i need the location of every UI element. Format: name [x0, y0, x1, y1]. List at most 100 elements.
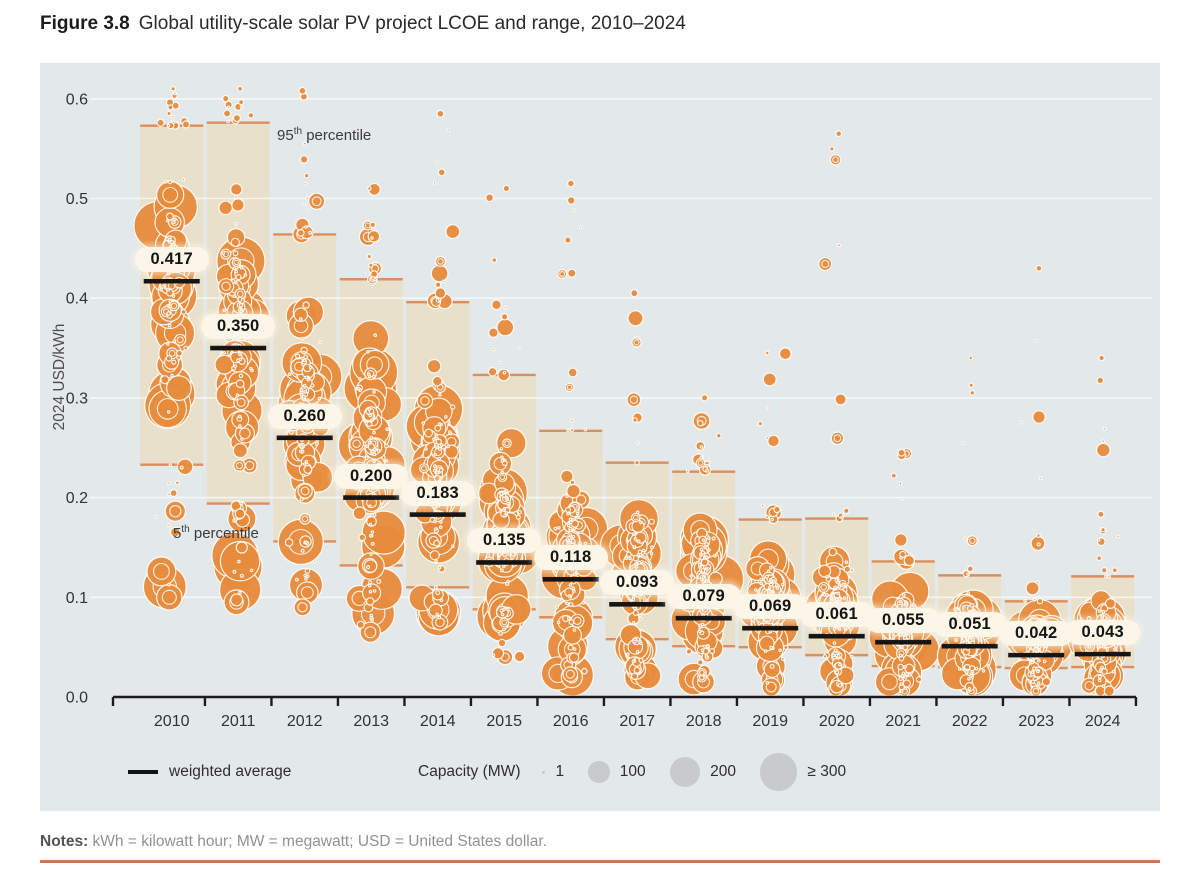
project-bubble [299, 155, 309, 164]
project-bubble [968, 610, 973, 615]
project-bubble [900, 496, 904, 501]
project-bubble [970, 629, 975, 634]
project-bubble [1100, 665, 1104, 670]
project-bubble [1096, 555, 1103, 562]
project-bubble [1097, 678, 1102, 683]
project-bubble [1101, 644, 1106, 649]
project-bubble [961, 441, 965, 446]
project-bubble [638, 657, 644, 664]
project-bubble-ring [239, 427, 251, 440]
project-bubble [569, 479, 576, 486]
project-bubble [166, 409, 171, 414]
project-bubble [443, 415, 448, 419]
project-bubble-ring [176, 336, 184, 344]
project-bubble [167, 237, 172, 242]
project-bubble [699, 445, 704, 449]
project-bubble-ring [235, 461, 244, 470]
project-bubble [369, 221, 376, 229]
project-bubble [308, 192, 326, 210]
project-bubble [154, 514, 159, 519]
project-bubble [304, 568, 311, 574]
project-bubble [818, 564, 832, 578]
project-bubble [641, 548, 646, 553]
project-bubble [1036, 686, 1041, 690]
project-bubble [217, 278, 235, 295]
bubble-swarm-2011 [211, 85, 270, 616]
figure-caption: Global utility-scale solar PV project LC… [138, 13, 686, 34]
project-bubble [1048, 634, 1053, 639]
project-bubble [832, 641, 837, 645]
project-bubble [436, 109, 445, 118]
project-bubble [897, 625, 902, 630]
project-bubble [433, 539, 441, 547]
project-bubble [632, 609, 639, 617]
project-bubble [1036, 580, 1040, 585]
project-bubble-ring [236, 290, 244, 298]
project-bubble [773, 505, 781, 514]
project-bubble [308, 365, 313, 370]
project-bubble [432, 181, 437, 185]
project-bubble [626, 392, 642, 408]
project-bubble [167, 251, 172, 256]
legend-weighted-average: weighted average [128, 763, 291, 781]
project-bubble [236, 335, 241, 340]
project-bubble [689, 574, 693, 578]
project-bubble [366, 253, 372, 260]
project-bubble [836, 243, 841, 248]
project-bubble [558, 553, 563, 558]
capacity-circle-icon [669, 756, 701, 788]
project-bubble [434, 527, 438, 531]
project-bubble [293, 307, 309, 322]
project-bubble [639, 573, 644, 577]
project-bubble [1101, 439, 1105, 444]
project-bubble [1097, 609, 1102, 613]
project-bubble [769, 602, 774, 607]
x-tick-label-2013: 2013 [353, 713, 389, 730]
project-bubble [565, 537, 570, 541]
project-bubble [848, 600, 852, 605]
project-bubble [621, 580, 626, 585]
project-bubble [834, 670, 840, 675]
project-bubble [302, 383, 307, 388]
project-bubble [298, 86, 307, 95]
project-bubble [435, 436, 439, 441]
project-bubble [232, 250, 239, 257]
project-bubble [702, 586, 707, 591]
project-bubble [1104, 631, 1109, 636]
project-bubble [239, 501, 244, 506]
project-bubble [318, 340, 323, 345]
project-bubble [705, 463, 709, 468]
project-bubble [832, 596, 836, 600]
project-bubble [302, 358, 307, 363]
y-axis-title: 2024 USD/kWh [51, 324, 68, 431]
project-bubble [358, 533, 367, 542]
project-bubble [967, 631, 972, 636]
project-bubble [1036, 669, 1040, 674]
project-bubble [304, 576, 308, 581]
x-tick-label-2023: 2023 [1018, 713, 1054, 730]
project-bubble [234, 280, 238, 285]
project-bubble [698, 587, 702, 592]
project-bubble [1034, 624, 1039, 629]
project-bubble [981, 668, 986, 673]
project-bubble [649, 551, 654, 556]
project-bubble [767, 434, 780, 448]
project-bubble [1090, 637, 1094, 642]
project-bubble [312, 559, 317, 564]
project-bubble [172, 339, 177, 343]
project-bubble [366, 565, 371, 570]
project-bubble [502, 438, 512, 448]
y-tick-label-0.3: 0.3 [66, 390, 88, 407]
project-bubble [762, 620, 767, 625]
project-bubble [499, 528, 505, 534]
project-bubble [759, 581, 764, 586]
project-bubble [434, 445, 438, 449]
project-bubble [761, 605, 766, 610]
project-bubble-ring [969, 537, 976, 544]
project-bubble [957, 625, 962, 630]
project-bubble [435, 590, 441, 596]
project-bubble [578, 541, 583, 546]
project-bubble [633, 637, 638, 642]
capacity-size-scale: 1 100 200 ≥ 300 [542, 753, 846, 791]
project-bubble [299, 445, 304, 449]
